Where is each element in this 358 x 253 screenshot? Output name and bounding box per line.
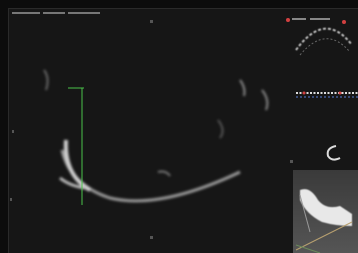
inset-view [293,170,358,253]
screen [0,0,358,253]
status-strip [12,12,100,14]
viewport-border [8,8,9,253]
viewport-border [8,8,358,9]
